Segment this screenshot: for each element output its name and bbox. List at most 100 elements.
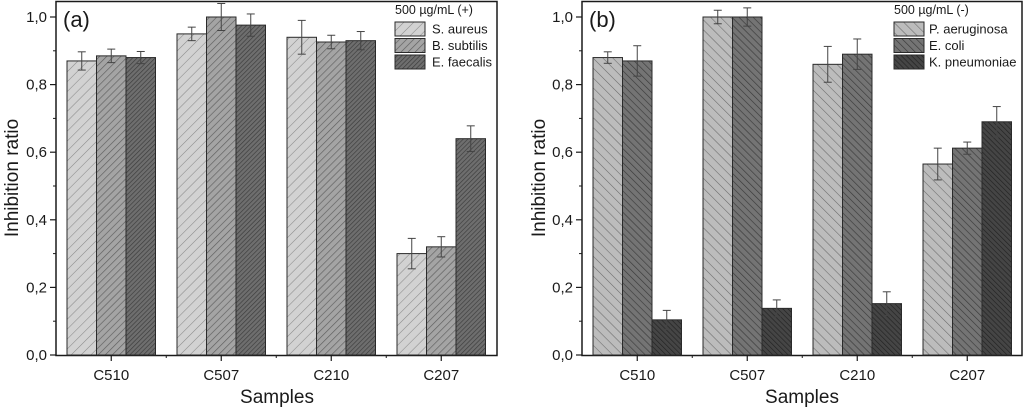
error-bar bbox=[437, 236, 446, 258]
x-tick-label: C510 bbox=[93, 367, 129, 384]
error-bar bbox=[217, 2, 226, 32]
bar bbox=[426, 246, 457, 356]
bar bbox=[125, 57, 156, 356]
legend-swatch bbox=[893, 54, 925, 70]
x-axis: C510 C507 C210 C207 bbox=[93, 355, 459, 384]
legend-item: K. pneumoniae bbox=[893, 54, 1016, 70]
legend-swatch bbox=[893, 21, 925, 37]
error-bar bbox=[992, 106, 1001, 138]
error-bar bbox=[107, 48, 116, 64]
error-bar bbox=[713, 9, 722, 25]
y-tick-label: 1,0 bbox=[26, 9, 47, 26]
x-tick-label: C507 bbox=[729, 367, 765, 384]
y-tick-label: 0,6 bbox=[552, 144, 573, 161]
y-tick-label: 0,4 bbox=[552, 212, 573, 229]
panel-label: (b) bbox=[589, 7, 616, 32]
bar bbox=[176, 33, 207, 356]
legend-label: B. subtilis bbox=[432, 38, 488, 53]
legend-label: E. faecalis bbox=[432, 55, 492, 70]
y-tick-label: 0,4 bbox=[26, 212, 47, 229]
bar bbox=[812, 63, 843, 356]
y-tick-label: 0,0 bbox=[552, 347, 573, 364]
error-bar bbox=[246, 13, 255, 37]
y-tick-label: 0,2 bbox=[26, 279, 47, 296]
legend-item: E. faecalis bbox=[394, 54, 492, 70]
error-bar bbox=[77, 51, 86, 71]
y-axis: 0,0 0,2 0,4 0,6 0,8 1,0 bbox=[552, 9, 582, 364]
error-bar bbox=[356, 31, 365, 51]
legend-swatch bbox=[893, 38, 925, 53]
x-tick-label: C207 bbox=[949, 367, 985, 384]
legend-item: S. aureus bbox=[394, 21, 488, 37]
error-bars-group bbox=[603, 7, 1001, 330]
legend-label: K. pneumoniae bbox=[929, 55, 1016, 70]
error-bar bbox=[823, 45, 832, 83]
error-bar bbox=[882, 291, 891, 316]
bar bbox=[455, 138, 486, 356]
legend-item: P. aeruginosa bbox=[893, 21, 1008, 37]
error-bar bbox=[772, 299, 781, 318]
legend-title: 500 µg/mL (+) bbox=[395, 3, 473, 17]
y-tick-label: 0,8 bbox=[552, 77, 573, 94]
x-tick-label: C507 bbox=[203, 367, 239, 384]
y-axis-title: Inhibition ratio bbox=[529, 119, 550, 237]
error-bar bbox=[603, 51, 612, 64]
y-axis-title: Inhibition ratio bbox=[2, 119, 23, 237]
legend-label: P. aeruginosa bbox=[929, 22, 1008, 37]
bar bbox=[622, 60, 653, 356]
bar bbox=[206, 16, 237, 356]
bar bbox=[702, 16, 733, 356]
x-axis: C510 C507 C210 C207 bbox=[619, 355, 985, 384]
legend-label: S. aureus bbox=[432, 22, 488, 37]
y-tick-label: 0,0 bbox=[26, 347, 47, 364]
bar bbox=[66, 60, 97, 356]
error-bar bbox=[963, 141, 972, 155]
error-bar bbox=[297, 19, 306, 55]
x-axis-title: Samples bbox=[240, 387, 314, 408]
bar bbox=[732, 16, 763, 356]
error-bar bbox=[633, 45, 642, 77]
y-tick-label: 0,8 bbox=[26, 77, 47, 94]
x-tick-label: C207 bbox=[423, 367, 459, 384]
legend-swatch bbox=[394, 54, 426, 70]
error-bar bbox=[662, 309, 671, 330]
bar bbox=[592, 57, 623, 356]
y-axis: 0,0 0,2 0,4 0,6 0,8 1,0 bbox=[26, 9, 56, 364]
y-tick-label: 0,2 bbox=[552, 279, 573, 296]
y-tick-label: 1,0 bbox=[552, 9, 573, 26]
error-bar bbox=[327, 34, 336, 50]
bar bbox=[96, 55, 127, 356]
bar bbox=[842, 53, 873, 356]
legend-item: E. coli bbox=[893, 38, 965, 53]
bar bbox=[922, 163, 953, 356]
legend-label: E. coli bbox=[929, 38, 965, 53]
bar bbox=[235, 24, 266, 356]
bars-group bbox=[592, 16, 1012, 356]
bar bbox=[316, 41, 347, 356]
legend-swatch bbox=[394, 21, 426, 37]
legend-item: B. subtilis bbox=[394, 38, 488, 53]
x-tick-label: C210 bbox=[313, 367, 349, 384]
error-bars-group bbox=[77, 2, 475, 270]
x-tick-label: C510 bbox=[619, 367, 655, 384]
x-axis-title: Samples bbox=[765, 387, 839, 408]
panel-b: 0,00,20,40,60,81,0 C510 C507 C210 C207 (b) … bbox=[529, 0, 1023, 408]
error-bar bbox=[136, 50, 145, 65]
error-bar bbox=[743, 7, 752, 27]
y-tick-label: 0,6 bbox=[26, 144, 47, 161]
bar bbox=[981, 121, 1012, 356]
error-bar bbox=[407, 237, 416, 270]
legend-swatch bbox=[394, 38, 426, 53]
bar bbox=[952, 147, 983, 356]
error-bar bbox=[187, 26, 196, 42]
bar bbox=[286, 36, 317, 356]
x-tick-label: C210 bbox=[839, 367, 875, 384]
legend-title: 500 µg/mL (-) bbox=[894, 3, 969, 17]
error-bar bbox=[466, 125, 475, 153]
error-bar bbox=[853, 38, 862, 70]
error-bar bbox=[933, 147, 942, 181]
bar bbox=[396, 253, 427, 356]
